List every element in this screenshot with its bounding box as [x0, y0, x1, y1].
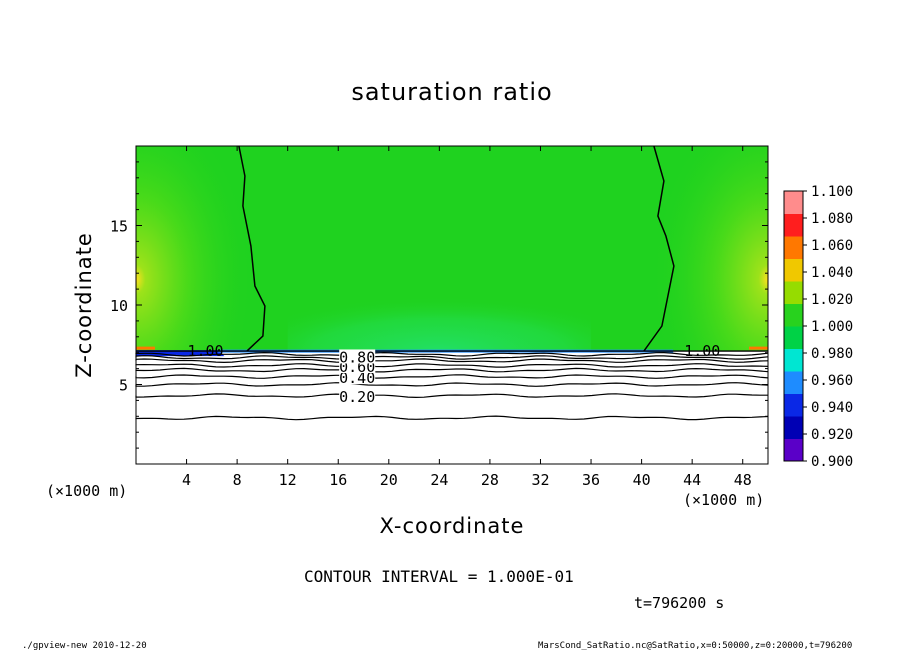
- colorbar-label: 1.060: [811, 238, 853, 254]
- x-tick-label: 4: [182, 471, 191, 489]
- colorbar-swatch: [784, 326, 803, 349]
- colorbar-label: 0.960: [811, 373, 853, 389]
- colorbar-swatch: [784, 416, 803, 439]
- x-tick-label: 44: [683, 471, 701, 489]
- x-tick-label: 8: [233, 471, 242, 489]
- field-left-gradient: [136, 146, 266, 352]
- contour-line-0.5: [135, 367, 769, 373]
- x-tick-label: 12: [279, 471, 297, 489]
- contour-line-left-vertical: [238, 145, 266, 352]
- contour-line-0.9: [135, 351, 769, 357]
- contour-line-0.6: [135, 363, 769, 368]
- contour-label: 1.00: [684, 342, 720, 360]
- colorbar-label: 0.980: [811, 346, 853, 362]
- contour-line-0.8: [135, 355, 769, 360]
- colorbar-swatch: [784, 281, 803, 304]
- time-label: t=796200 s: [634, 594, 725, 612]
- field-unsaturated-bg: [136, 351, 768, 464]
- x-tick-label: 40: [633, 471, 651, 489]
- colorbar-layer: 0.900 0.920 0.940 0.960 0.980 1.000 1.020 1.040…: [783, 184, 853, 470]
- x-tick-label: 48: [734, 471, 752, 489]
- colorbar-swatch: [784, 438, 803, 462]
- contour-label-bg: [339, 349, 376, 364]
- colorbar-label: 0.920: [811, 427, 853, 443]
- colorbar-label: 1.020: [811, 292, 853, 308]
- colorbar-label: 1.080: [811, 211, 853, 227]
- y-tick-label: 10: [110, 297, 128, 315]
- x-tick-label: 32: [531, 471, 549, 489]
- x-tick-label: 28: [481, 471, 499, 489]
- contour-line-0.2: [135, 393, 768, 399]
- contour-label: 0.80: [339, 348, 375, 366]
- field-right-gradient: [638, 146, 768, 352]
- colorbar-label: 0.940: [811, 400, 853, 416]
- footer-right-text: MarsCond_SatRatio.nc@SatRatio,x=0:50000,…: [538, 641, 853, 651]
- x-unit-label-right: (×1000 m): [683, 491, 765, 509]
- contour-line-0.4: [135, 374, 769, 379]
- x-unit-label-left: (×1000 m): [46, 482, 128, 500]
- colorbar-label: 1.000: [811, 319, 853, 335]
- y-tick-label: 15: [110, 218, 128, 236]
- contour-line-0.7: [135, 358, 769, 364]
- x-axis-label: X-coordinate: [379, 514, 525, 538]
- contour-line-right-vertical: [643, 145, 675, 352]
- field-center-patch: [287, 273, 592, 352]
- colorbar-swatch: [784, 213, 803, 237]
- colorbar-label: 1.100: [811, 184, 853, 200]
- colorbar-swatch: [784, 236, 803, 259]
- chart-title: saturation ratio: [351, 78, 553, 106]
- colorbar-swatch: [784, 371, 803, 394]
- contour-label: 1.00: [187, 342, 223, 360]
- contour-line-0.1: [135, 415, 769, 421]
- contour-layer: 0.200.400.600.801.00 1.00: [135, 145, 769, 421]
- colorbar-label: 1.040: [811, 265, 853, 281]
- x-tick-label: 24: [430, 471, 448, 489]
- colorbar-swatch: [784, 303, 803, 327]
- field-layer: [136, 146, 768, 464]
- x-tick-label: 20: [380, 471, 398, 489]
- colorbar-swatch: [784, 191, 803, 214]
- footer-left-text: ./gpview-new 2010-12-20: [22, 641, 147, 651]
- colorbar-swatch: [784, 258, 803, 282]
- contour-label: 0.20: [339, 388, 375, 406]
- colorbar-swatch: [784, 348, 803, 372]
- contour-label-bg: [339, 389, 376, 404]
- x-tick-label: 16: [329, 471, 347, 489]
- colorbar-label: 0.900: [811, 454, 853, 470]
- contour-label-bg: [339, 370, 376, 385]
- y-tick-label: 5: [119, 377, 128, 395]
- x-tick-label: 36: [582, 471, 600, 489]
- contour-interval-label: CONTOUR INTERVAL = 1.000E-01: [304, 567, 574, 586]
- contour-label: 0.40: [339, 369, 375, 387]
- colorbar-swatch: [784, 393, 803, 417]
- contour-line-0.3: [135, 382, 769, 387]
- y-axis-label: Z-coordinate: [72, 232, 96, 378]
